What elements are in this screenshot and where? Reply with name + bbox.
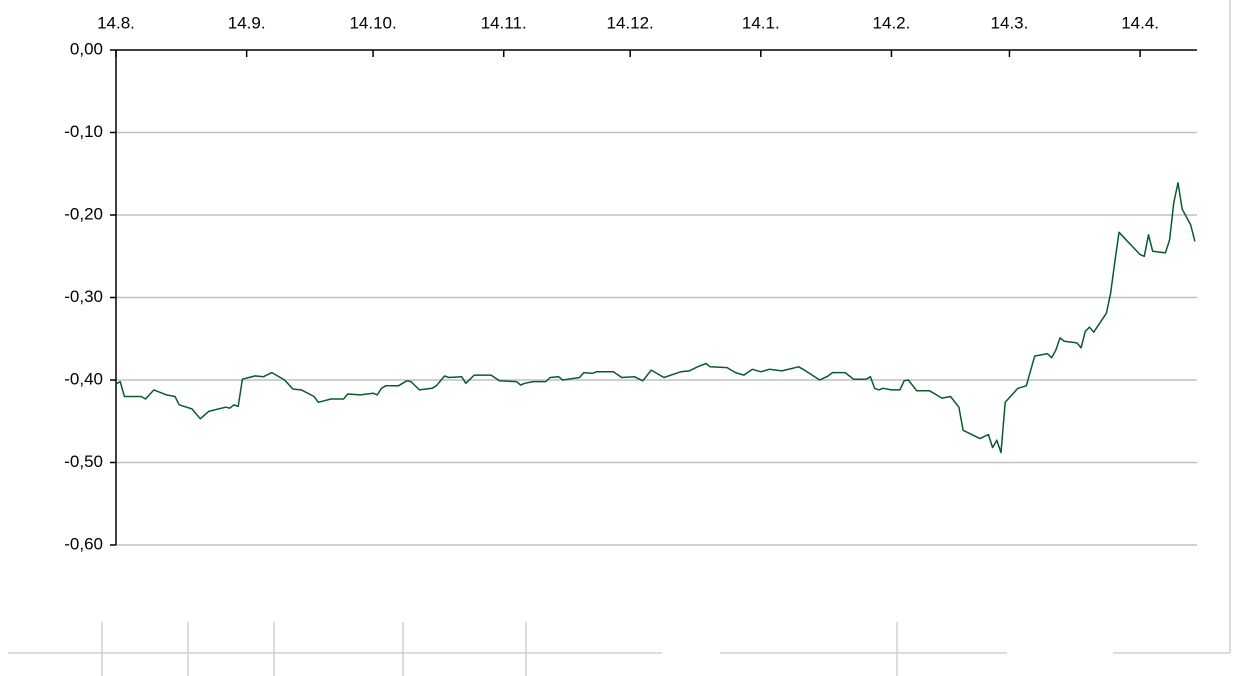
x-tick-label: 14.2. [873, 13, 911, 32]
x-tick-label: 14.11. [481, 13, 527, 32]
y-tick-label: -0,10 [64, 122, 103, 141]
x-tick-label: 14.1. [742, 13, 780, 32]
y-tick-label: -0,20 [64, 204, 103, 223]
y-tick-label: -0,50 [64, 452, 103, 471]
x-tick-label: 14.8. [97, 13, 135, 32]
x-tick-label: 14.10. [349, 13, 396, 32]
y-tick-label: -0,40 [64, 369, 103, 388]
x-tick-label: 14.4. [1121, 13, 1159, 32]
x-tick-label: 14.3. [991, 13, 1029, 32]
frame-decoration [8, 0, 1231, 676]
y-tick-label: -0,60 [64, 534, 103, 553]
data-line [115, 182, 1196, 454]
y-tick-label: 0,00 [70, 39, 103, 58]
y-tick-label: -0,30 [64, 287, 103, 306]
x-tick-label: 14.12. [607, 13, 654, 32]
x-tick-label: 14.9. [228, 13, 266, 32]
